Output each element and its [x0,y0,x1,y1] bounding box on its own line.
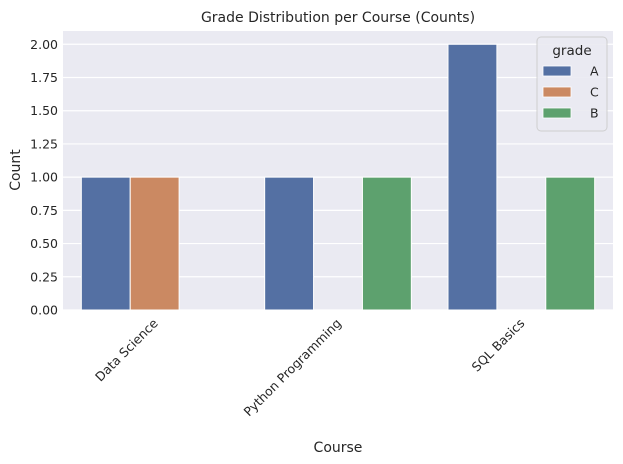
chart-title: Grade Distribution per Course (Counts) [201,10,475,26]
x-axis-label: Course [314,440,363,456]
legend: grade ACB [536,36,608,132]
y-tick-label: 1.00 [30,170,58,185]
x-tick-label: SQL Basics [469,316,528,375]
y-tick-label: 1.50 [30,103,58,118]
bar-c-0 [129,176,180,311]
bar-a-2 [447,43,498,311]
bars [80,43,596,311]
legend-label-b: B [590,106,599,121]
legend-swatch-c [542,86,572,98]
y-tick-label: 2.00 [30,37,58,52]
x-tick-labels: Data Science Python Programming SQL Basics [92,315,527,419]
bar-a-1 [264,176,315,311]
legend-swatch-a [542,65,572,77]
legend-swatch-b [542,107,572,119]
legend-label-c: C [590,85,599,100]
bar-b-1 [361,176,412,311]
legend-title: grade [552,43,591,59]
bar-a-0 [80,176,131,311]
y-tick-label: 0.50 [30,236,58,251]
y-tick-labels: 0.00 0.25 0.50 0.75 1.00 1.25 1.50 1.75 2.00 [30,37,58,318]
y-tick-label: 0.25 [30,269,58,284]
legend-label-a: A [590,64,599,79]
x-tick-label: Python Programming [240,316,344,420]
y-axis-label: Count [8,149,24,191]
y-tick-label: 0.75 [30,203,58,218]
legend-items: ACB [542,64,599,121]
y-tick-label: 0.00 [30,303,58,318]
y-tick-label: 1.25 [30,136,58,151]
bar-b-2 [545,176,596,311]
x-tick-label: Data Science [92,315,161,384]
legend-box [536,36,608,132]
y-tick-label: 1.75 [30,70,58,85]
